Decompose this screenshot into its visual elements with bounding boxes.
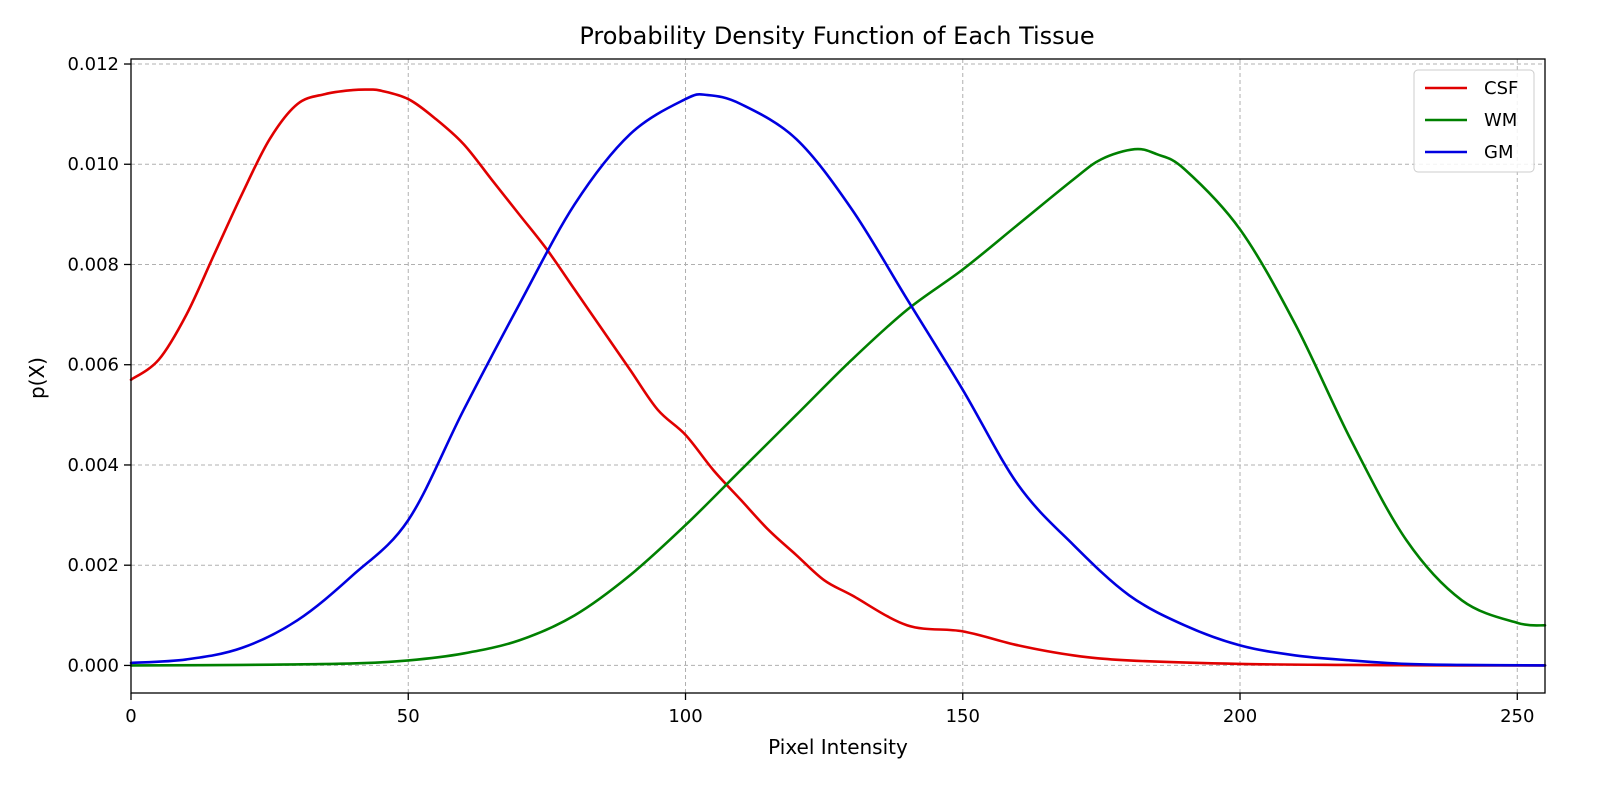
legend: CSF WM GM xyxy=(1413,69,1535,173)
y-tick-label: 0.008 xyxy=(67,254,119,275)
chart-title: Probability Density Function of Each Tis… xyxy=(579,22,1094,50)
series-layer xyxy=(129,88,1547,667)
legend-label-gm: GM xyxy=(1484,142,1513,163)
series-line-wm xyxy=(129,147,1547,667)
y-tick-label: 0.002 xyxy=(67,555,119,576)
x-tick-label: 200 xyxy=(1223,706,1257,727)
series-line-csf xyxy=(129,88,1547,667)
y-axis-label: p(X) xyxy=(25,357,49,399)
legend-label-csf: CSF xyxy=(1484,78,1518,99)
x-axis-label: Pixel Intensity xyxy=(768,735,908,759)
y-tick-label: 0.004 xyxy=(67,455,119,476)
y-tick-label: 0.012 xyxy=(67,54,119,75)
y-tick-label: 0.006 xyxy=(67,355,119,376)
grid-layer xyxy=(130,59,1545,693)
ticks-layer: 0 50 100 150 200 250 0.000 0.002 0.004 0.006 0.008… xyxy=(67,54,1534,727)
y-tick-label: 0.000 xyxy=(67,655,119,676)
series-line-gm xyxy=(129,92,1547,667)
x-tick-label: 250 xyxy=(1500,706,1534,727)
x-tick-label: 50 xyxy=(397,706,420,727)
legend-label-wm: WM xyxy=(1484,110,1517,131)
x-tick-label: 150 xyxy=(946,706,980,727)
legend-box xyxy=(1413,69,1535,173)
plot-frame xyxy=(130,58,1546,694)
x-tick-label: 100 xyxy=(668,706,702,727)
y-tick-label: 0.010 xyxy=(67,154,119,175)
x-tick-label: 0 xyxy=(125,706,136,727)
